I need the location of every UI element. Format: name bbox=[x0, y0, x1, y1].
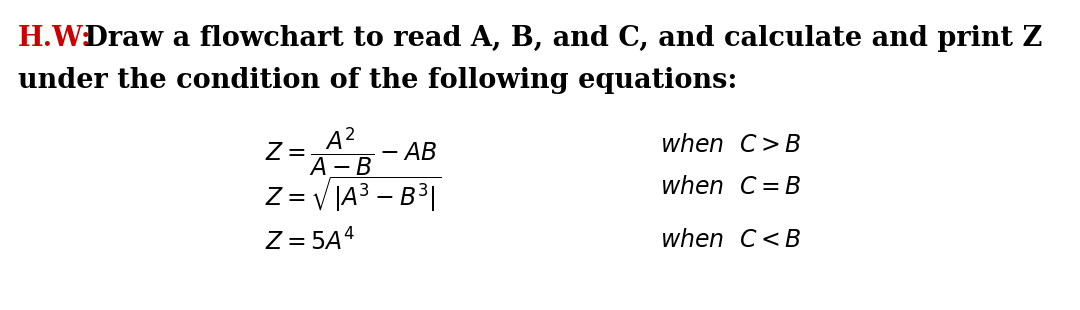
Text: $Z = 5A^4$: $Z = 5A^4$ bbox=[265, 228, 355, 255]
Text: under the condition of the following equations:: under the condition of the following equ… bbox=[18, 67, 738, 94]
Text: $when\ \ C < B$: $when\ \ C < B$ bbox=[660, 228, 801, 252]
Text: $Z = \sqrt{|A^3 - B^3|}$: $Z = \sqrt{|A^3 - B^3|}$ bbox=[265, 175, 441, 215]
Text: $when\ \ C = B$: $when\ \ C = B$ bbox=[660, 175, 801, 199]
Text: H.W:: H.W: bbox=[18, 25, 92, 52]
Text: $Z = \dfrac{A^2}{A-B} - AB$: $Z = \dfrac{A^2}{A-B} - AB$ bbox=[265, 125, 437, 178]
Text: Draw a flowchart to read A, B, and C, and calculate and print Z: Draw a flowchart to read A, B, and C, an… bbox=[75, 25, 1042, 52]
Text: $when\ \ C > B$: $when\ \ C > B$ bbox=[660, 133, 801, 157]
